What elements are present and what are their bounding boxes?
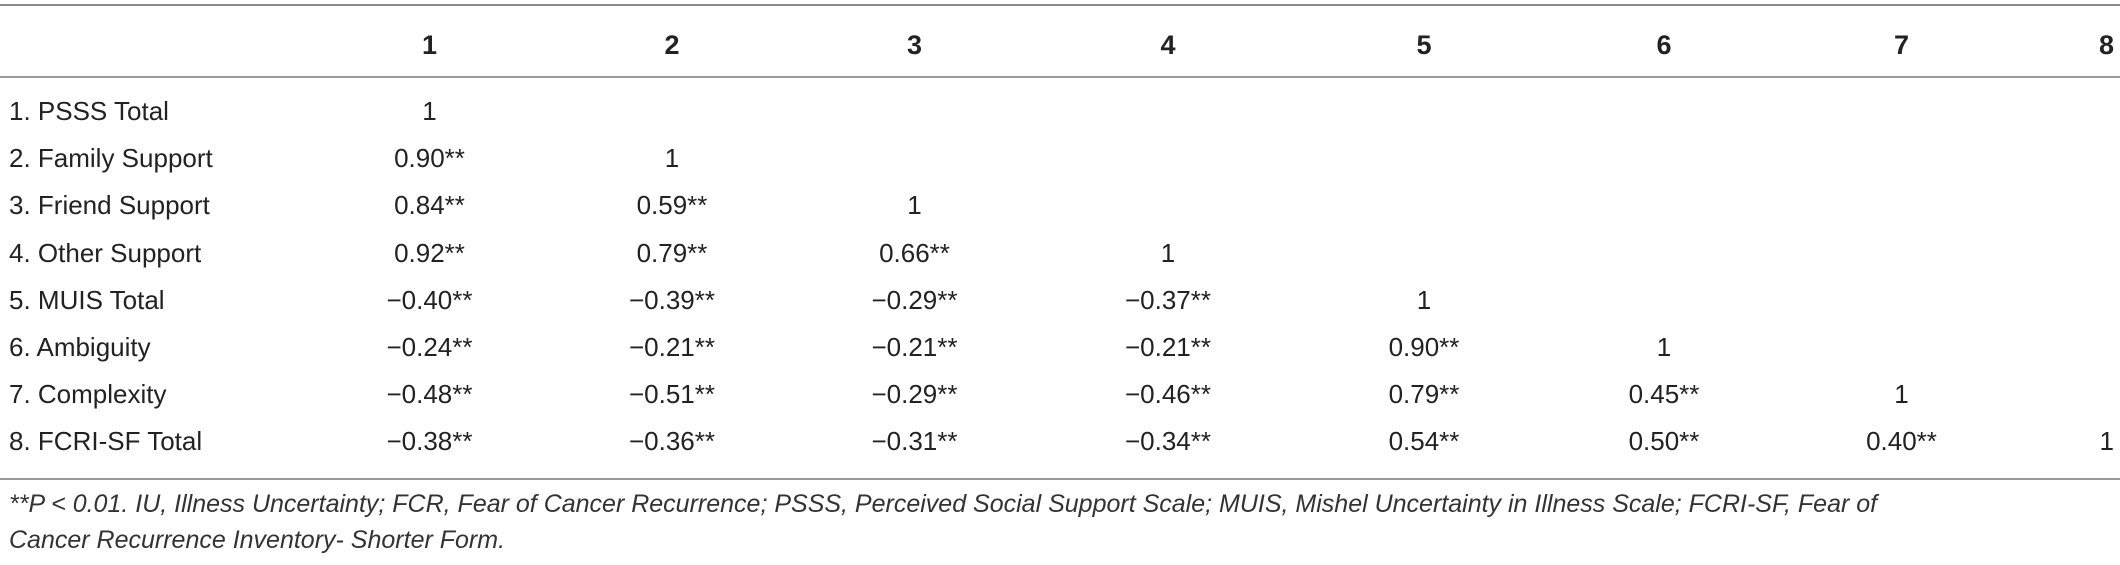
table-cell <box>1784 230 2019 277</box>
table-header-row: 1 2 3 4 5 6 7 8 <box>0 6 2120 80</box>
table-cell: −0.37** <box>1124 284 1212 315</box>
table-cell: −0.29** <box>871 284 958 315</box>
table-footnote: **P < 0.01. IU, Illness Uncertainty; FCR… <box>9 486 2109 558</box>
table-row: 5. MUIS Total −0.40** −0.39** −0.29** −0.37*… <box>0 277 2120 324</box>
table-cell <box>1784 324 2019 371</box>
table-cell: −0.38** <box>386 426 473 457</box>
table-cell <box>1032 182 1304 229</box>
table-cell <box>1784 277 2019 324</box>
table-row: 8. FCRI-SF Total −0.38** −0.36** −0.31** −0.… <box>0 418 2120 465</box>
table-cell <box>2019 80 2120 135</box>
table-cell <box>2019 277 2120 324</box>
table-cell <box>1032 135 1304 182</box>
table-cell <box>1304 80 1544 135</box>
table-cell <box>1544 277 1784 324</box>
table-cell <box>1544 182 1784 229</box>
row-label: 8. FCRI-SF Total <box>9 426 203 457</box>
table-cell: −0.39** <box>628 284 716 315</box>
table-row: 7. Complexity −0.48** −0.51** −0.29** −0.46*… <box>0 371 2120 418</box>
table-cell: 1 <box>1656 332 1672 363</box>
table-cell: −0.21** <box>871 332 958 363</box>
row-label: 7. Complexity <box>9 379 167 410</box>
table-row: 3. Friend Support 0.84** 0.59** 1 <box>0 182 2120 229</box>
header-cell-4: 4 <box>1160 29 1176 60</box>
row-label: 3. Friend Support <box>9 190 210 221</box>
table-cell <box>547 80 797 135</box>
table-row: 6. Ambiguity −0.24** −0.21** −0.21** −0.21**… <box>0 324 2120 371</box>
table-cell: 1 <box>1416 284 1432 315</box>
table-cell: −0.21** <box>628 332 716 363</box>
row-label: 6. Ambiguity <box>9 332 151 363</box>
table-bottom-rule <box>0 478 2120 480</box>
table-cell <box>2019 135 2120 182</box>
header-cell-5: 5 <box>1416 29 1432 60</box>
header-cell-label <box>0 6 312 80</box>
row-label: 4. Other Support <box>9 237 202 268</box>
table-cell: 1 <box>907 190 922 221</box>
table-cell <box>1304 182 1544 229</box>
table-cell <box>1784 182 2019 229</box>
header-cell-1: 1 <box>421 29 438 60</box>
table-body: 1. PSSS Total 1 2. Family Support 0.90** 1 3.… <box>0 80 2120 466</box>
table-cell: 0.79** <box>636 237 708 268</box>
table-cell: 0.92** <box>394 237 465 268</box>
header-cell-7: 7 <box>1893 29 1910 60</box>
correlation-table: 1 2 3 4 5 6 7 8 1. PSSS Total 1 2. Family … <box>0 6 2120 466</box>
footnote-line-1: **P < 0.01. IU, Illness Uncertainty; FCR… <box>9 490 1878 518</box>
table-cell: 0.90** <box>1388 332 1460 363</box>
table-cell: 1 <box>1160 237 1176 268</box>
table-cell: 1 <box>1894 379 1909 410</box>
table-cell: 0.79** <box>1388 379 1460 410</box>
table-cell <box>1544 230 1784 277</box>
header-cell-8: 8 <box>2098 29 2114 60</box>
table-cell <box>2019 182 2120 229</box>
table-cell: 0.84** <box>394 190 465 221</box>
header-cell-6: 6 <box>1656 29 1672 60</box>
table-cell: 1 <box>664 143 680 174</box>
table-row: 4. Other Support 0.92** 0.79** 0.66** 1 <box>0 230 2120 277</box>
footnote-line-2: Cancer Recurrence Inventory- Shorter For… <box>9 526 506 554</box>
table-cell: −0.21** <box>1124 332 1212 363</box>
table-cell <box>1032 80 1304 135</box>
row-label: 2. Family Support <box>9 143 213 174</box>
table-cell <box>2019 371 2120 418</box>
table-cell: 0.66** <box>879 237 950 268</box>
table-cell: −0.46** <box>1124 379 1212 410</box>
table-cell <box>1304 135 1544 182</box>
table-cell <box>2019 324 2120 371</box>
table-cell: 0.90** <box>394 143 465 174</box>
table-cell: 0.40** <box>1866 426 1937 457</box>
table-header-rule <box>0 76 2120 78</box>
table-cell <box>1544 80 1784 135</box>
table-cell <box>1304 230 1544 277</box>
header-cell-3: 3 <box>906 29 923 60</box>
table-cell: 0.54** <box>1388 426 1460 457</box>
table-top-rule <box>0 4 2120 6</box>
table-cell <box>2019 230 2120 277</box>
header-cell-2: 2 <box>664 29 680 60</box>
table-cell: −0.29** <box>871 379 958 410</box>
row-label: 5. MUIS Total <box>9 284 165 315</box>
table-cell: −0.51** <box>628 379 716 410</box>
table-cell: −0.36** <box>628 426 716 457</box>
table-cell: 1 <box>2099 426 2114 457</box>
table-cell: 0.45** <box>1628 379 1700 410</box>
row-label: 1. PSSS Total <box>9 96 169 127</box>
table-cell <box>797 135 1032 182</box>
table-cell: 0.50** <box>1628 426 1700 457</box>
table-cell: 0.59** <box>636 190 708 221</box>
table-cell: −0.48** <box>386 379 473 410</box>
table-cell: −0.34** <box>1124 426 1212 457</box>
table-cell: −0.31** <box>871 426 958 457</box>
table-cell <box>797 80 1032 135</box>
table-cell <box>1544 135 1784 182</box>
table-cell <box>1784 80 2019 135</box>
table-row: 1. PSSS Total 1 <box>0 80 2120 135</box>
table-cell <box>1784 135 2019 182</box>
table-cell: −0.40** <box>386 284 473 315</box>
table-cell: 1 <box>422 96 437 127</box>
table-cell: −0.24** <box>386 332 473 363</box>
table-row: 2. Family Support 0.90** 1 <box>0 135 2120 182</box>
